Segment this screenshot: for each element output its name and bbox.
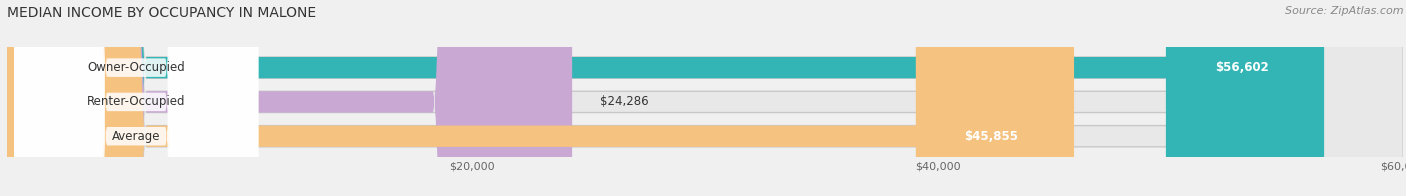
FancyBboxPatch shape <box>7 0 1403 196</box>
Text: $24,286: $24,286 <box>600 95 648 108</box>
FancyBboxPatch shape <box>7 0 1403 196</box>
FancyBboxPatch shape <box>915 0 1067 196</box>
FancyBboxPatch shape <box>7 0 1324 196</box>
Text: $56,602: $56,602 <box>1215 61 1268 74</box>
Text: Average: Average <box>112 130 160 143</box>
FancyBboxPatch shape <box>7 0 572 196</box>
FancyBboxPatch shape <box>1166 0 1317 196</box>
FancyBboxPatch shape <box>7 0 1074 196</box>
FancyBboxPatch shape <box>14 0 259 196</box>
Text: Source: ZipAtlas.com: Source: ZipAtlas.com <box>1285 6 1403 16</box>
FancyBboxPatch shape <box>7 0 1403 196</box>
Text: Owner-Occupied: Owner-Occupied <box>87 61 186 74</box>
Text: $45,855: $45,855 <box>965 130 1018 143</box>
FancyBboxPatch shape <box>14 0 259 196</box>
Text: Renter-Occupied: Renter-Occupied <box>87 95 186 108</box>
Text: MEDIAN INCOME BY OCCUPANCY IN MALONE: MEDIAN INCOME BY OCCUPANCY IN MALONE <box>7 6 316 20</box>
FancyBboxPatch shape <box>14 0 259 196</box>
